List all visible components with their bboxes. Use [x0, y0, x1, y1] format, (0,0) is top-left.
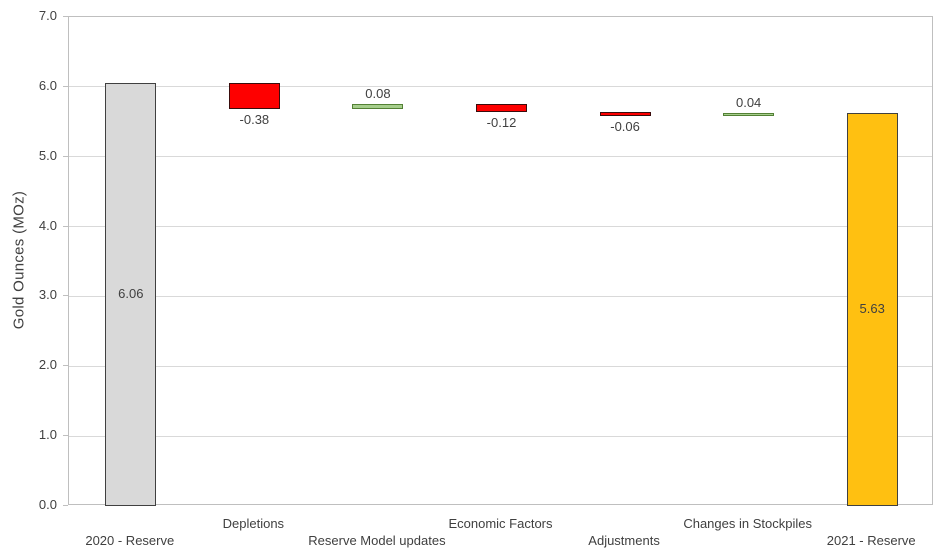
- value-label-adjustments: -0.06: [610, 119, 640, 135]
- y-axis-tick: [63, 295, 68, 297]
- x-category-label-2020-reserve: 2020 - Reserve: [85, 533, 175, 548]
- plot-area: 6.06 -0.38 0.08 -0.12 -0.06 0.04 5.63: [68, 16, 933, 506]
- value-label-reserve-model-updates: 0.08: [365, 85, 391, 101]
- y-axis-tick: [63, 16, 68, 17]
- gridline: [69, 226, 932, 228]
- y-tick-label: 2.0: [38, 357, 57, 373]
- bar-2021-reserve: [846, 112, 898, 506]
- gridline: [69, 156, 932, 158]
- y-axis-tick: [63, 225, 68, 227]
- bar-2020-reserve: [105, 82, 157, 506]
- y-tick-label: 1.0: [38, 427, 57, 443]
- y-axis-tick: [63, 155, 68, 157]
- value-label-economic-factors: -0.12: [486, 115, 517, 130]
- x-category-label-reserve-model-updates: Reserve Model updates: [308, 533, 446, 548]
- y-tick-label: 5.0: [38, 147, 57, 163]
- y-axis-tick: [63, 365, 68, 367]
- y-axis-tick: [63, 85, 68, 87]
- value-label-2020-reserve: 6.06: [118, 286, 144, 302]
- x-category-label-changes-in-stockpiles: Changes in Stockpiles: [683, 516, 812, 531]
- x-category-label-2021-reserve: 2021 - Reserve: [826, 533, 916, 548]
- gridline: [69, 435, 932, 437]
- value-label-changes-in-stockpiles: 0.04: [735, 95, 762, 111]
- y-axis-tick: [63, 435, 68, 437]
- y-tick-label: 3.0: [38, 287, 57, 303]
- x-category-label-adjustments: Adjustments: [588, 533, 660, 548]
- y-tick-label: 4.0: [38, 217, 57, 233]
- y-tick-label: 0.0: [38, 497, 57, 512]
- y-tick-label: 7.0: [38, 8, 57, 23]
- bar-economic-factors: [476, 103, 527, 112]
- value-label-depletions: -0.38: [239, 112, 270, 128]
- x-category-label-economic-factors: Economic Factors: [448, 516, 553, 531]
- gridline: [69, 365, 932, 367]
- gridline: [69, 86, 932, 88]
- bar-depletions: [228, 82, 280, 110]
- bar-changes-in-stockpiles: [723, 113, 775, 117]
- value-label-2021-reserve: 5.63: [859, 301, 885, 317]
- gridline: [69, 295, 932, 297]
- x-category-label-depletions: Depletions: [222, 516, 285, 531]
- y-tick-label: 6.0: [38, 77, 57, 93]
- y-axis-tick: [63, 505, 68, 506]
- y-axis-title: Gold Ounces (MOz): [10, 190, 28, 330]
- bar-reserve-model-updates: [352, 103, 404, 110]
- bar-adjustments: [599, 112, 651, 117]
